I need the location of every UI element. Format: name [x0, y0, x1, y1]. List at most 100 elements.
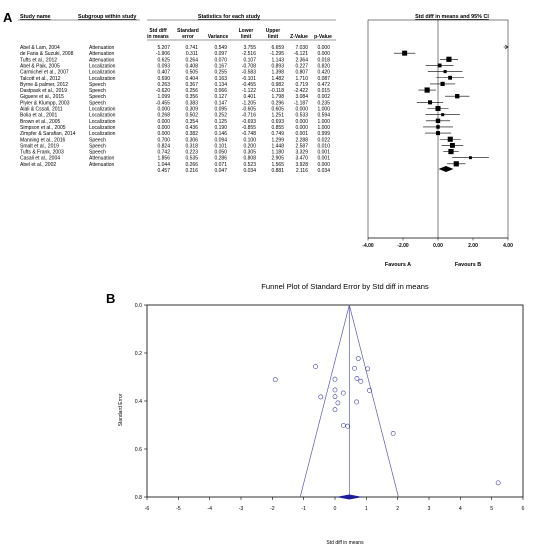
stat-cell-ll: -0.748	[242, 131, 256, 137]
stat-cell-p: 0.001	[317, 156, 330, 162]
stat-cell-z: -1.187	[294, 100, 308, 106]
subgroup-cell: Localization	[89, 119, 116, 125]
col-z: Z-Value	[290, 34, 308, 40]
stat-cell-var: 0.066	[214, 88, 227, 94]
summary-cell-se: 0.216	[185, 168, 198, 174]
forest-point-marker	[435, 131, 441, 136]
forest-ci-arrow	[504, 44, 509, 50]
subgroup-cell: Localization	[89, 113, 116, 119]
subgroup-cell: Attenuation	[89, 57, 115, 63]
stat-cell-p: 0.002	[317, 94, 330, 100]
funnel-y-tick-label: 0.8	[135, 495, 142, 501]
stat-cell-p: 0.000	[317, 45, 330, 51]
stat-cell-ll: -0.455	[242, 82, 256, 88]
stat-cell-d: 0.268	[157, 113, 170, 119]
subgroup-cell: Localization	[89, 107, 116, 113]
stat-cell-z: 3.470	[295, 156, 308, 162]
header-ci: Std diff in means and 95% CI	[415, 14, 489, 20]
stat-cell-se: 0.356	[185, 94, 198, 100]
stat-cell-d: 0.000	[157, 125, 170, 131]
subgroup-cell: Localization	[89, 70, 116, 76]
stat-cell-z: 2.587	[295, 143, 308, 149]
stat-cell-z: 0.227	[295, 63, 308, 69]
stat-cell-d: 0.407	[157, 70, 170, 76]
stat-cell-z: 3.928	[295, 162, 308, 168]
stat-cell-p: 0.087	[317, 76, 330, 82]
funnel-x-tick-label: -1	[301, 506, 306, 512]
stat-cell-z: 0.000	[295, 107, 308, 113]
stat-cell-ll: -0.101	[242, 76, 256, 82]
stat-cell-p: 0.015	[317, 88, 330, 94]
stat-cell-se: 0.309	[185, 107, 198, 113]
study-name-cell: Plyler & Klumpp, 2003	[20, 100, 70, 106]
summary-cell-var: 0.047	[214, 168, 227, 174]
funnel-study-point	[272, 377, 278, 383]
stat-cell-d: 0.000	[157, 119, 170, 125]
study-name-cell: Talcott et al., 2012	[20, 76, 61, 82]
funnel-plot-frame	[146, 304, 524, 498]
stat-cell-ll: -0.708	[242, 63, 256, 69]
stat-cell-var: 0.146	[214, 131, 227, 137]
stat-cell-se: 0.266	[185, 162, 198, 168]
forest-point-marker	[436, 125, 440, 129]
study-name-cell: Bolia et al., 2001	[20, 113, 57, 119]
forest-point-marker	[453, 161, 459, 167]
stat-cell-se: 0.311	[186, 51, 198, 57]
stat-cell-se: 0.436	[185, 125, 198, 131]
forest-point-marker	[448, 75, 452, 80]
funnel-study-point	[358, 378, 364, 384]
stat-cell-d: 0.093	[157, 63, 170, 69]
subgroup-cell: Speech	[89, 143, 106, 149]
stat-cell-z: 0.807	[295, 70, 308, 76]
study-name-cell: Simpson et al., 2005	[20, 125, 66, 131]
funnel-plot: -6 -5 -4 -3 -2 -1 0 1 2 3 4 5 6 0.0 0.2 0.4 0.6 0.8	[135, 303, 525, 512]
col-lower-l2: limit	[241, 34, 252, 40]
stat-cell-ul: 0.693	[271, 119, 284, 125]
funnel-study-point	[390, 430, 396, 436]
stat-cell-var: 0.134	[214, 82, 227, 88]
stat-cell-ul: 1.565	[271, 162, 284, 168]
stat-cell-ul: 0.982	[271, 82, 284, 88]
funnel-study-point	[332, 376, 338, 382]
subgroup-cell: Localization	[89, 131, 116, 137]
stat-cell-d: 1.099	[157, 94, 170, 100]
stat-cell-d: 1.044	[157, 162, 170, 168]
stat-cell-ul: 0.605	[271, 107, 284, 113]
panel-a-letter: A	[3, 10, 13, 25]
stat-cell-var: 0.549	[214, 45, 227, 51]
col-se-l2: error	[182, 34, 194, 40]
stat-cell-ul: -1.295	[270, 51, 284, 57]
study-name-cell: Brown et al., 2005	[20, 119, 61, 125]
funnel-study-point	[495, 480, 501, 486]
stat-cell-se: 0.354	[185, 119, 198, 125]
col-p: p-Value	[314, 34, 332, 40]
stat-cell-se: 0.264	[185, 57, 198, 63]
subgroup-cell: Localization	[89, 125, 116, 131]
stat-cell-ul: 6.659	[271, 45, 284, 51]
stat-cell-d: 0.742	[157, 150, 170, 156]
stat-cell-d: 0.000	[157, 131, 170, 137]
stat-cell-ll: 0.808	[243, 156, 256, 162]
funnel-x-tick-label: 0	[334, 506, 337, 512]
summary-cell-z: 2.116	[296, 168, 308, 174]
study-name-cell: Abel & Lam, 2004	[20, 45, 60, 51]
stat-cell-z: 1.710	[295, 76, 308, 82]
study-name-cell: Tufts & Frank, 2003	[20, 150, 64, 156]
stat-cell-se: 0.306	[185, 137, 198, 143]
stat-cell-ul: 1.448	[271, 143, 284, 149]
study-name-cell: Tufts et al., 2012	[20, 57, 57, 63]
stat-cell-d: 0.824	[157, 143, 170, 149]
stat-cell-se: 0.505	[185, 70, 198, 76]
funnel-x-tick-label: 2	[396, 506, 399, 512]
forest-point-marker	[435, 118, 441, 123]
stat-cell-p: 0.022	[317, 137, 330, 143]
stat-cell-p: 1.000	[317, 119, 330, 125]
stat-cell-z: 0.001	[295, 131, 308, 137]
summary-cell-ul: 0.881	[271, 168, 284, 174]
funnel-study-point	[352, 365, 357, 371]
stat-cell-z: 0.000	[295, 119, 308, 125]
header-study-name: Study name	[20, 14, 51, 20]
funnel-study-point	[332, 394, 338, 400]
study-name-cell: Manning et al., 2016	[20, 137, 66, 143]
funnel-y-tick-label: 0.4	[135, 399, 142, 405]
